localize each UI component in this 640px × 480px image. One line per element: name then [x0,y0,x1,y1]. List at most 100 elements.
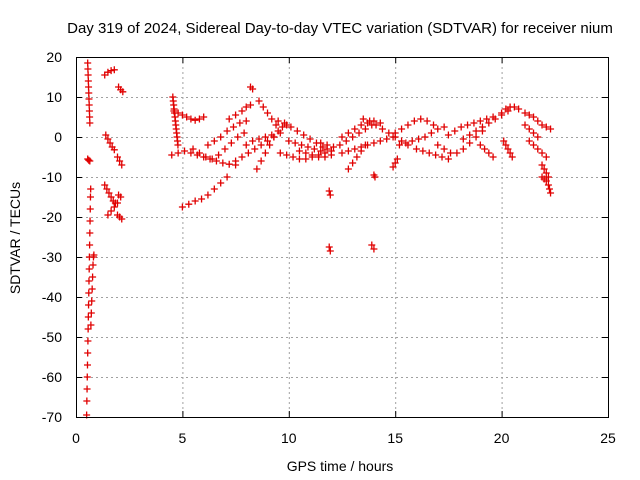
data-point [472,127,480,135]
x-axis-label: GPS time / hours [287,458,394,474]
data-point [504,145,512,153]
data-point [466,131,474,139]
data-point [83,397,91,405]
data-point [398,137,406,145]
data-point [408,137,416,145]
data-point [389,163,397,171]
data-point [90,251,98,259]
data-point [485,119,493,127]
data-point [423,117,431,125]
data-point [491,115,499,123]
x-tick-label: 0 [72,430,80,446]
data-point [268,115,276,123]
series-early-h [115,191,125,201]
data-point [242,103,250,111]
data-point [83,373,91,381]
data-point [84,71,92,79]
data-point [246,101,254,109]
data-point [440,145,448,153]
data-point [298,141,306,149]
data-point [249,85,257,93]
data-point [212,157,220,165]
data-point [281,119,289,127]
data-point [508,153,516,161]
data-point [183,113,191,121]
data-point [295,155,303,163]
data-point [547,125,555,133]
series-mid-f [225,101,254,123]
data-point [187,149,195,157]
data-point [210,185,218,193]
data-point [315,153,323,161]
data-point [223,127,231,135]
data-point [502,105,510,113]
data-point [506,149,514,157]
data-point [85,277,93,285]
data-point [306,135,314,143]
data-point [412,145,420,153]
data-point [326,247,334,255]
data-point [86,119,94,127]
series-late-l [525,137,550,161]
data-point [107,67,115,75]
data-point [118,161,126,169]
series-mid-b [168,147,240,169]
data-point [525,137,533,145]
series-mid-i [253,121,291,173]
data-point [85,101,93,109]
data-point [195,149,203,157]
data-point [210,137,218,145]
series-late-n [538,161,552,181]
data-point [276,149,284,157]
data-point [542,169,550,177]
series-mid-w [370,171,379,181]
data-point [366,117,374,125]
data-point [187,115,195,123]
data-point [421,133,429,141]
data-point [88,297,96,305]
data-point [84,65,92,73]
data-point [376,137,384,145]
data-point [544,181,552,189]
data-point [84,77,92,85]
data-points [83,59,555,419]
data-point [538,149,546,157]
data-point [261,149,269,157]
data-point [86,113,94,121]
data-point [521,121,529,129]
series-mid-e [204,117,250,149]
data-point [534,145,542,153]
data-point [510,103,518,111]
data-point [304,143,312,151]
data-point [217,133,225,141]
data-point [466,139,474,147]
data-point [204,191,212,199]
data-point [257,141,265,149]
data-point [525,111,533,119]
data-point [321,153,329,161]
data-point [444,155,452,163]
data-point [370,245,378,253]
data-point [178,203,186,211]
data-point [478,123,486,131]
series-mid-y [389,155,401,171]
data-point [86,217,94,225]
data-point [530,141,538,149]
series-late-p [544,181,555,197]
data-point [89,261,97,269]
data-point [415,135,423,143]
data-point [361,141,369,149]
series-late-g [476,141,497,161]
data-point [225,160,233,168]
data-point [530,129,538,137]
y-tick-label: -70 [42,409,62,425]
data-point [325,187,333,195]
data-point [84,337,92,345]
data-point [534,133,542,141]
data-point [242,117,250,125]
series-late-a [391,115,438,137]
data-point [208,155,216,163]
data-point [87,309,95,317]
data-point [221,145,229,153]
data-point [308,151,316,159]
